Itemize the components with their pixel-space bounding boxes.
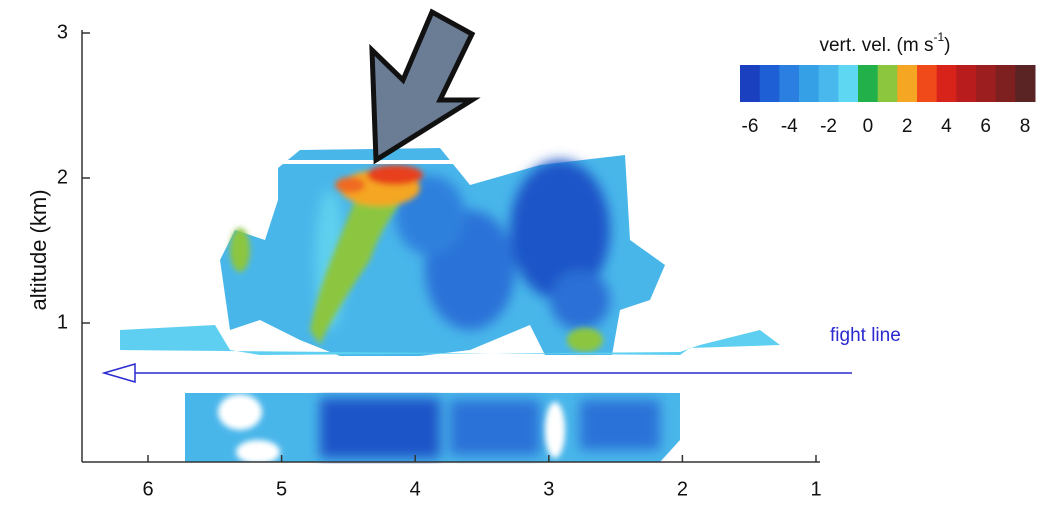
y-axis-label: altitude (km) xyxy=(26,189,51,310)
colorbar-tick-label: -2 xyxy=(820,116,837,137)
y-tick-label: 3 xyxy=(57,21,68,43)
colorbar-swatch xyxy=(917,65,938,102)
colorbar-swatch xyxy=(818,65,839,102)
colorbar-swatch xyxy=(1015,65,1036,102)
flight-line-label: fight line xyxy=(830,325,901,346)
x-ticks: 6 5 4 3 2 1 xyxy=(142,455,822,500)
pointer-arrow xyxy=(369,8,481,165)
x-tick-label: 6 xyxy=(142,478,153,500)
colorbar-swatch xyxy=(779,65,800,102)
colorbar-swatch xyxy=(995,65,1016,102)
colorbar-tick-label: 2 xyxy=(902,116,913,137)
colorbar-swatch xyxy=(838,65,859,102)
x-tick-label: 4 xyxy=(410,478,421,500)
echo-area xyxy=(120,325,780,355)
colorbar-title-text: vert. vel. (m s xyxy=(819,35,933,56)
x-tick-label: 1 xyxy=(810,478,821,500)
x-tick-label: 3 xyxy=(543,478,554,500)
colorbar-swatch xyxy=(858,65,879,102)
colorbar-ticks: -6 -4 -2 0 2 4 6 8 xyxy=(742,116,1031,137)
colorbar-tick-label: -6 xyxy=(742,116,759,137)
x-tick-label: 2 xyxy=(677,478,688,500)
colorbar-title: vert. vel. (m s-1) xyxy=(819,30,950,56)
colorbar-tick-label: 0 xyxy=(863,116,874,137)
colorbar-swatch xyxy=(759,65,780,102)
y-ticks: 3 2 1 xyxy=(57,21,90,333)
colorbar-swatch xyxy=(799,65,820,102)
colorbar-swatch xyxy=(976,65,997,102)
colorbar-swatch xyxy=(897,65,918,102)
colorbar-swatch xyxy=(956,65,977,102)
colorbar-tick-label: -4 xyxy=(781,116,798,137)
colorbar-swatch xyxy=(740,65,761,102)
colorbar-tick-label: 8 xyxy=(1020,116,1031,137)
colorbar-swatch xyxy=(936,65,957,102)
axes xyxy=(81,30,820,463)
y-tick-label: 2 xyxy=(57,166,68,188)
x-tick-label: 5 xyxy=(276,478,287,500)
y-tick-label: 1 xyxy=(57,311,68,333)
colorbar-title-exponent: -1 xyxy=(934,30,945,44)
colorbar xyxy=(740,65,1036,102)
colorbar-tick-label: 4 xyxy=(941,116,952,137)
radar-echo xyxy=(120,148,780,464)
colorbar-title-end: ) xyxy=(944,35,950,56)
colorbar-swatch xyxy=(877,65,898,102)
colorbar-tick-label: 6 xyxy=(980,116,991,137)
flight-line xyxy=(101,363,852,383)
